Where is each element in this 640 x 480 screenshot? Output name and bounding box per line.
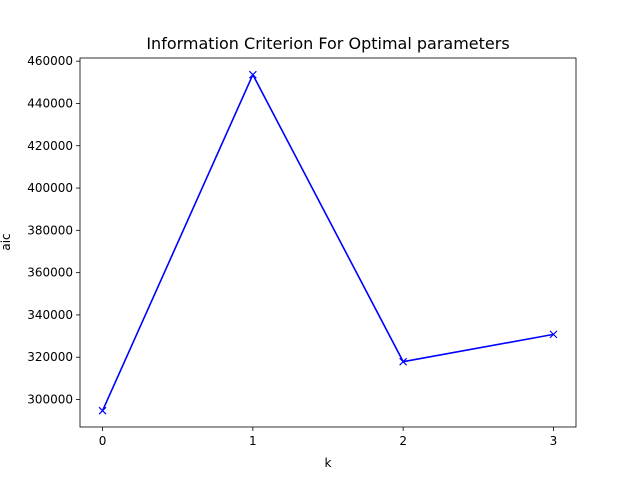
x-tick-label: 1 xyxy=(249,434,257,448)
y-tick-label: 400000 xyxy=(27,181,73,195)
data-point-marker xyxy=(399,357,408,366)
y-tick-label: 380000 xyxy=(27,223,73,237)
plot-frame xyxy=(79,57,577,428)
y-tick-label: 300000 xyxy=(27,393,73,407)
y-tick-label: 460000 xyxy=(27,54,73,68)
chart-title: Information Criterion For Optimal parame… xyxy=(146,34,509,53)
series-line xyxy=(101,73,554,412)
y-tick-label: 420000 xyxy=(27,139,73,153)
data-point-marker xyxy=(248,70,257,79)
y-tick-label: 320000 xyxy=(27,350,73,364)
y-axis-label: aic xyxy=(0,233,13,250)
y-tick-label: 440000 xyxy=(27,96,73,110)
data-point-marker xyxy=(98,406,107,415)
y-tick-label: 340000 xyxy=(27,308,73,322)
x-tick-label: 0 xyxy=(99,434,107,448)
x-tick-label: 2 xyxy=(399,434,407,448)
y-tick-label: 360000 xyxy=(27,266,73,280)
data-point-marker xyxy=(549,330,558,339)
x-tick-label: 3 xyxy=(550,434,558,448)
x-axis-label: k xyxy=(325,456,332,470)
plot-area: 0 1 2 3 300000 320000 340000 360000 380000 400000… xyxy=(27,54,577,448)
